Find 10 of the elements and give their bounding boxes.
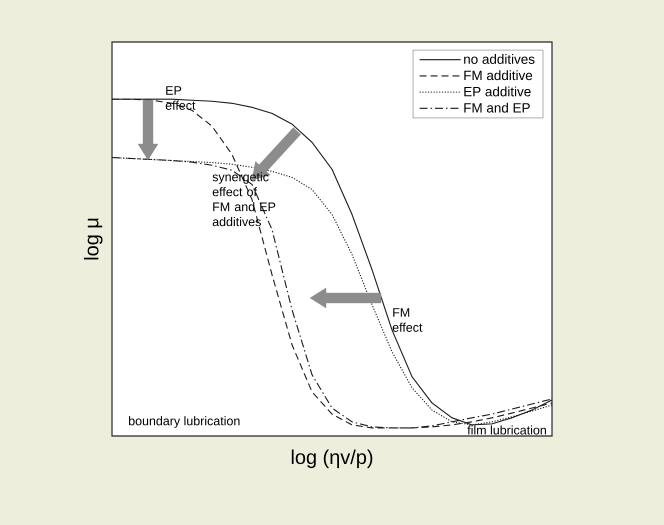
annotation: boundary lubrication bbox=[129, 416, 240, 428]
y-axis-title: log μ bbox=[84, 218, 102, 260]
legend-label: EP additive bbox=[464, 86, 531, 96]
legend-label: FM additive bbox=[464, 70, 532, 80]
x-axis-title: log (ηv/p) bbox=[292, 450, 372, 468]
annotation: EP effect bbox=[166, 86, 196, 110]
annotation: film lubrication bbox=[467, 425, 546, 435]
legend-label: FM and EP bbox=[464, 102, 530, 113]
legend-label: no additives bbox=[464, 54, 534, 64]
annotation: FM effect bbox=[392, 308, 422, 332]
